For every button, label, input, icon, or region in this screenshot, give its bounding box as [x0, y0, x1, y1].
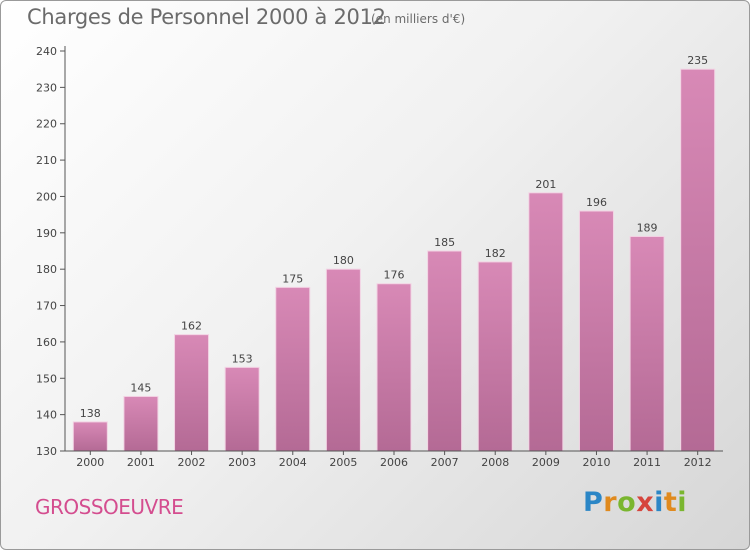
bar-value-label: 185	[434, 236, 455, 249]
logo-letter: x	[636, 487, 655, 518]
bar	[174, 334, 210, 452]
bar-value-label: 182	[485, 247, 506, 260]
bar-value-label: 175	[282, 272, 303, 285]
x-tick-label: 2005	[329, 456, 357, 469]
y-tick-label: 190	[36, 227, 57, 240]
logo-letter: i	[677, 487, 688, 518]
x-tick-label: 2004	[279, 456, 307, 469]
bar	[629, 235, 665, 452]
bar	[528, 192, 564, 452]
bar	[275, 286, 311, 452]
bar-value-label: 145	[130, 381, 151, 394]
chart-title: Charges de Personnel 2000 à 2012	[27, 5, 386, 29]
proxiti-logo: Proxiti	[583, 487, 687, 518]
y-tick-label: 240	[36, 45, 57, 58]
bar-value-label: 176	[384, 269, 405, 282]
x-tick-label: 2002	[178, 456, 206, 469]
bar	[578, 210, 614, 452]
y-tick-label: 130	[36, 445, 57, 458]
y-tick-label: 200	[36, 190, 57, 203]
bar-value-label: 180	[333, 254, 354, 267]
x-tick-label: 2008	[481, 456, 509, 469]
bar	[376, 283, 412, 452]
bar	[477, 261, 513, 452]
chart-subtitle: (en milliers d'€)	[371, 12, 466, 26]
bar	[680, 68, 716, 452]
x-tick-label: 2001	[127, 456, 155, 469]
x-tick-label: 2000	[76, 456, 104, 469]
bar-value-label: 235	[687, 54, 708, 67]
bar	[224, 366, 260, 452]
logo-letter: P	[583, 487, 604, 518]
x-tick-label: 2006	[380, 456, 408, 469]
bar-value-label: 196	[586, 196, 607, 209]
x-tick-label: 2009	[532, 456, 560, 469]
bar-value-label: 201	[535, 178, 556, 191]
y-tick-label: 180	[36, 263, 57, 276]
x-tick-label: 2011	[633, 456, 661, 469]
bar-value-label: 189	[637, 221, 658, 234]
logo-letter: o	[617, 487, 637, 518]
x-tick-label: 2007	[431, 456, 459, 469]
bar	[123, 395, 159, 452]
logo-letter: t	[663, 487, 678, 518]
y-tick-label: 230	[36, 81, 57, 94]
bar-value-label: 138	[80, 407, 101, 420]
x-tick-label: 2012	[684, 456, 712, 469]
logo-letter: r	[603, 487, 618, 518]
bar-value-label: 153	[232, 352, 253, 365]
place-name: GROSSOEUVRE	[35, 495, 184, 519]
x-tick-label: 2003	[228, 456, 256, 469]
bar-value-label: 162	[181, 320, 202, 333]
logo-letter: i	[654, 487, 664, 518]
y-tick-label: 210	[36, 154, 57, 167]
bar	[72, 421, 108, 452]
y-tick-label: 160	[36, 336, 57, 349]
y-tick-label: 140	[36, 409, 57, 422]
y-tick-label: 220	[36, 118, 57, 131]
y-tick-label: 150	[36, 372, 57, 385]
x-tick-label: 2010	[582, 456, 610, 469]
bar	[325, 268, 361, 452]
bar	[427, 250, 463, 452]
y-tick-label: 170	[36, 300, 57, 313]
